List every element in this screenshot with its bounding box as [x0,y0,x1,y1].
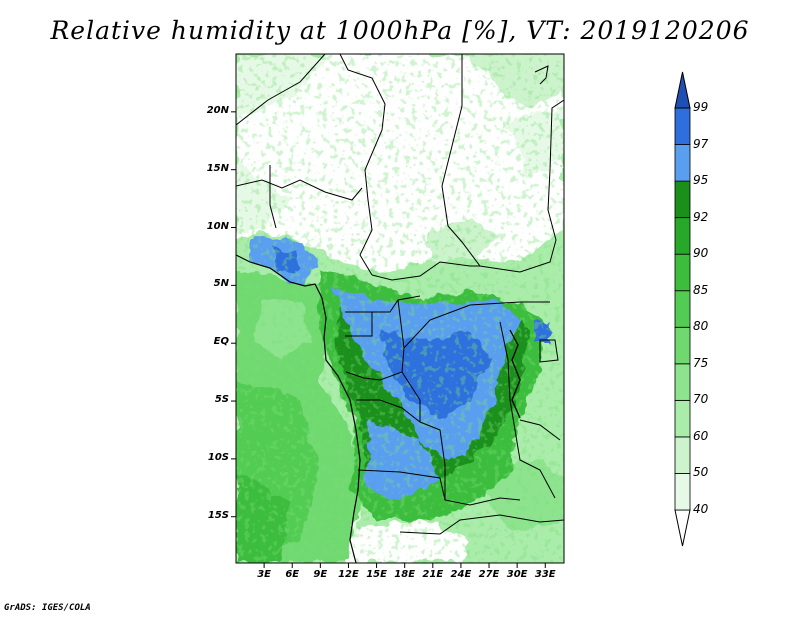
colorbar-segment [674,144,691,182]
lat-tick-label: 15N [206,162,229,174]
lon-tick-label: 30E [506,569,528,580]
colorbar-level-label: 90 [693,246,709,261]
lon-tick-label: 33E [534,569,556,580]
colorbar-high-arrow [674,71,691,109]
lon-tick-label: 21E [422,569,444,580]
lon-tick-label: 15E [366,569,387,580]
colorbar-level-label: 97 [693,136,709,151]
colorbar-segment [674,253,691,292]
credit-label: GrADS: IGES/COLA [4,603,91,613]
lat-tick-label: 5N [213,278,229,290]
country-borders [236,54,564,563]
lon-tick-label: 27E [478,569,500,580]
lon-tick-label: 9E [313,569,328,580]
colorbar-segment [674,473,691,511]
lat-tick-label: 10S [207,451,229,463]
colorbar-level-label: 50 [693,465,709,480]
colorbar-level-label: 80 [693,319,709,334]
colorbar-level-label: 99 [693,100,709,114]
colorbar-level-label: 60 [693,428,709,443]
colorbar-segment [674,290,691,328]
map-title: Relative humidity at 1000hPa [%], VT: 20… [50,16,750,45]
lat-tick-label: 5S [214,394,229,406]
lat-tick-label: 20N [206,104,229,116]
axis-ticks [231,111,546,568]
colorbar [674,71,691,547]
colorbar-segment [674,326,691,365]
lon-tick-label: 18E [394,569,416,580]
colorbar-level-label: 95 [693,173,709,188]
colorbar-level-label: 92 [693,209,709,224]
humidity-field [236,54,564,563]
colorbar-segment [674,107,691,145]
lon-tick-label: 24E [450,569,472,580]
colorbar-segment [674,436,691,474]
colorbar-segment [674,363,691,401]
lon-tick-label: 6E [285,569,300,580]
colorbar-low-arrow [674,509,691,547]
map-frame [235,53,565,564]
lat-tick-label: 10N [206,220,229,232]
lat-tick-label: 15S [207,509,229,521]
colorbar-level-label: 40 [693,502,709,516]
colorbar-level-label: 70 [693,392,709,407]
colorbar-segment [674,217,691,255]
colorbar-segment [674,399,691,438]
colorbar-segment [674,180,691,219]
colorbar-level-label: 85 [693,282,709,297]
colorbar-level-label: 75 [693,355,709,370]
lat-tick-label: EQ [213,336,229,348]
lon-tick-label: 12E [338,569,359,580]
lon-tick-label: 3E [257,569,271,580]
